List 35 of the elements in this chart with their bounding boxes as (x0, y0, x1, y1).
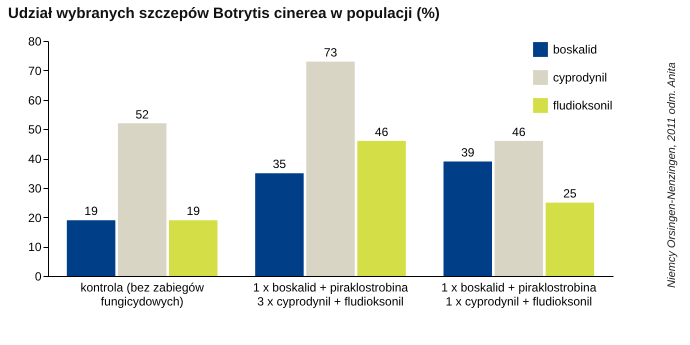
text: Niemcy Orsingen-Nenzingen, 2011 odm. Anita (666, 62, 678, 288)
chart-title: Udział wybranych szczepów Botrytis cinerea w populacji (%) (8, 5, 440, 22)
bar (66, 220, 116, 276)
data-label: 52 (135, 107, 150, 122)
bar (357, 140, 406, 276)
data-label: 25 (563, 186, 577, 201)
legend-label: boskalid (553, 42, 598, 56)
bar (546, 202, 594, 276)
bar (306, 62, 355, 276)
x-tick-label: 1 x boskalid + piraklostrobina 1 x cyprodynil + fludioksonil (441, 280, 597, 308)
legend-label: fludioksonil (553, 98, 612, 112)
y-tick-label: 20 (28, 210, 42, 225)
y-tick-label: 30 (28, 181, 42, 196)
x-tick-label: 1 x boskalid + piraklostrobina 3 x cyprodynil + fludioksonil (252, 280, 408, 308)
legend-label: cyprodynil (553, 70, 608, 84)
y-tick-label: 80 (28, 34, 42, 48)
y-tick-label: 70 (28, 64, 42, 78)
y-tick-label: 0 (34, 270, 42, 284)
y-tick-label: 60 (28, 93, 42, 108)
bar (494, 140, 544, 276)
data-label: 46 (512, 124, 526, 139)
x-tick-label: kontrola (bez zabiegów fungicydowych) (80, 280, 204, 308)
bar (444, 161, 492, 276)
y-tick-label: 50 (28, 122, 42, 137)
data-label: 39 (461, 145, 475, 160)
bar (118, 123, 166, 276)
data-label: 46 (374, 124, 389, 139)
data-label: 19 (84, 204, 98, 218)
y-tick-label: 40 (28, 152, 42, 166)
bar (255, 173, 304, 276)
data-label: 19 (186, 204, 200, 218)
bar (168, 220, 218, 276)
data-label: 35 (272, 157, 286, 172)
y-tick-label: 10 (28, 240, 42, 254)
data-label: 73 (324, 46, 338, 60)
